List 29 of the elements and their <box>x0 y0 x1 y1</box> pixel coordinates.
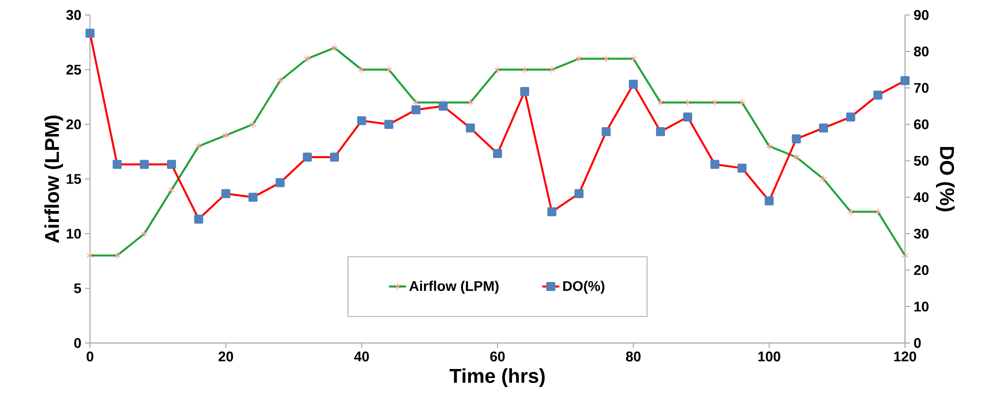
y-tick-label: 10 <box>66 228 81 239</box>
y2-tick-label: 20 <box>914 265 929 276</box>
x-tick-label: 60 <box>490 352 505 362</box>
y2-tick-label: 70 <box>914 82 929 93</box>
y2-tick-label: 0 <box>914 338 921 348</box>
y2-tick-label: 90 <box>914 10 929 20</box>
x-tick-label: 100 <box>758 352 780 362</box>
x-tick-label: 80 <box>626 352 641 362</box>
y2-tick-label: 50 <box>914 156 929 166</box>
y-tick-label: 20 <box>66 119 81 130</box>
y2-tick-label: 10 <box>914 302 929 312</box>
x-tick-label: 20 <box>218 352 234 362</box>
y-tick-label: 0 <box>74 338 81 348</box>
y2-tick-label: 60 <box>914 119 929 130</box>
y2-axis-title: DO (%) <box>936 147 955 212</box>
y-tick-label: 30 <box>66 10 81 20</box>
y-axis-title: Airflow (LPM) <box>44 116 64 243</box>
x-tick-label: 0 <box>86 352 94 362</box>
y-tick-label: 15 <box>66 174 82 184</box>
y-tick-label: 5 <box>74 283 82 294</box>
x-tick-label: 120 <box>894 352 916 362</box>
y2-tick-label: 80 <box>914 46 929 56</box>
legend-label: DO(%) <box>563 280 604 294</box>
x-tick-label: 40 <box>354 352 369 362</box>
y2-tick-label: 30 <box>914 228 929 239</box>
y-tick-label: 25 <box>66 64 82 75</box>
x-axis-title: Time (hrs) <box>450 368 545 387</box>
y2-tick-label: 40 <box>914 192 929 202</box>
legend-label: Airflow (LPM) <box>409 280 499 294</box>
